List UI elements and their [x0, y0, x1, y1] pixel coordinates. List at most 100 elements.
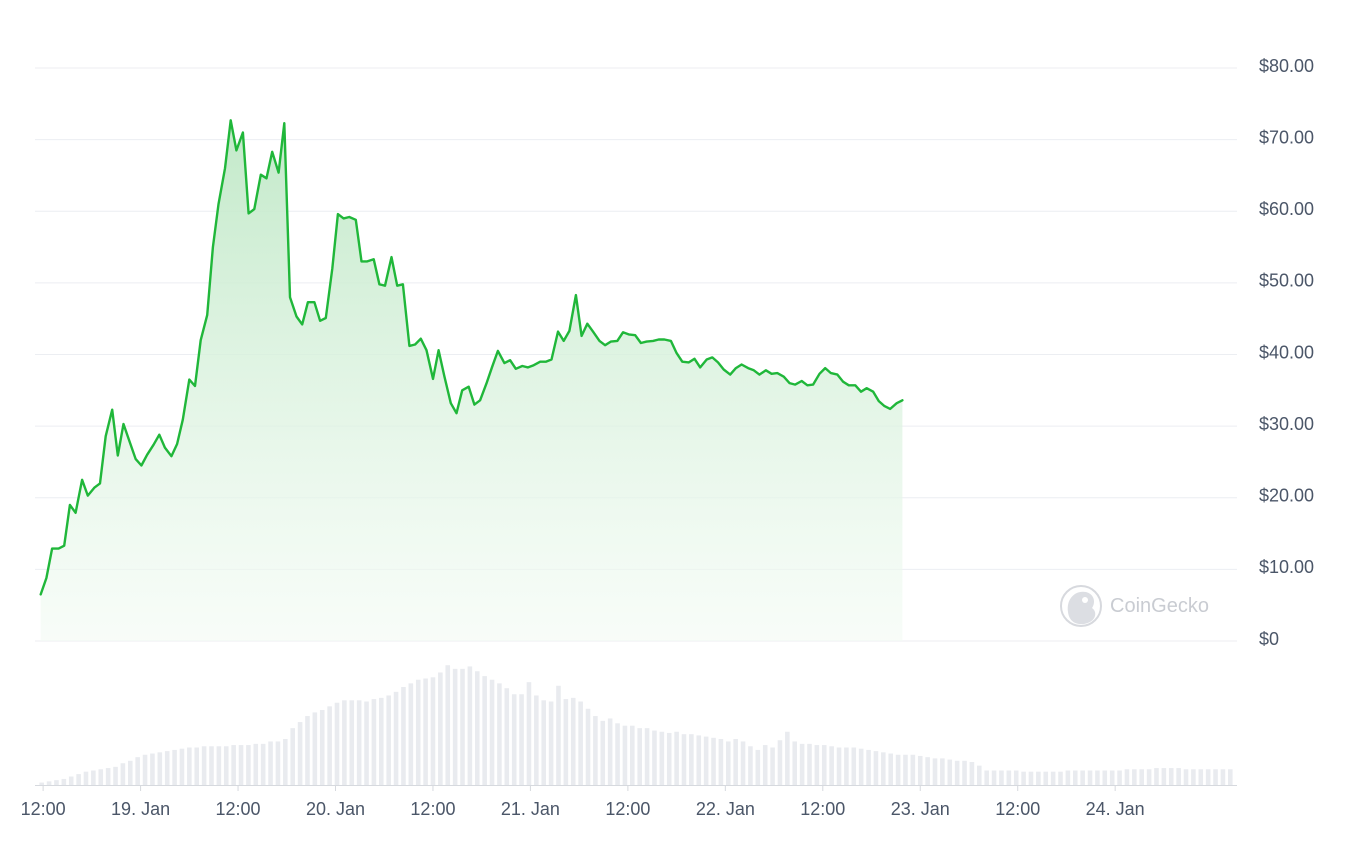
volume-bar: [925, 757, 930, 785]
volume-bar: [1161, 768, 1167, 785]
volume-bar: [718, 739, 724, 785]
volume-bar: [1132, 769, 1137, 785]
volume-bar: [940, 758, 945, 785]
volume-bar: [659, 731, 665, 785]
x-tick-label: 12:00: [21, 799, 66, 819]
volume-bar: [1191, 769, 1196, 785]
volume-bar: [740, 741, 746, 785]
volume-bar: [76, 774, 81, 785]
volume-bar: [829, 746, 834, 785]
volume-bar: [1058, 771, 1063, 785]
volume-bar: [497, 683, 502, 785]
volume-bar: [334, 702, 340, 785]
volume-bar: [1102, 770, 1108, 785]
price-line-group: [39, 119, 904, 596]
volume-bar: [866, 749, 871, 785]
volume-bar: [770, 747, 775, 785]
volume-bar: [548, 701, 554, 785]
volume-bar: [1205, 769, 1211, 785]
volume-bar: [460, 668, 465, 785]
volume-bar: [371, 699, 377, 785]
volume-bar: [1028, 771, 1034, 785]
volume-bar: [888, 753, 893, 785]
volume-bar: [98, 769, 104, 785]
volume-bar: [578, 701, 583, 785]
volume-bar: [467, 666, 473, 785]
volume-bar: [275, 741, 281, 785]
volume-bar: [283, 739, 288, 785]
volume-bar: [807, 743, 812, 785]
y-tick-label: $80.00: [1259, 56, 1314, 76]
x-tick-label: 22. Jan: [696, 799, 755, 819]
volume-bar: [364, 701, 369, 785]
volume-bar: [570, 697, 576, 785]
volume-bar: [1095, 770, 1100, 785]
volume-bar: [947, 759, 953, 785]
volume-bar: [290, 728, 295, 785]
volume-bar: [54, 780, 59, 785]
volume-bar: [644, 728, 650, 785]
volume-bar: [445, 665, 451, 785]
y-tick-label: $70.00: [1259, 127, 1314, 147]
volume-bar: [1220, 769, 1226, 785]
volume-bar: [600, 720, 606, 785]
volume-bar: [349, 700, 355, 785]
volume-bar: [821, 745, 827, 785]
volume-bar: [1080, 770, 1085, 785]
volume-bar: [534, 695, 539, 785]
volume-bar: [187, 747, 192, 785]
volume-bar: [526, 682, 532, 785]
volume-bar: [393, 691, 399, 785]
volume-bar: [1117, 770, 1122, 785]
volume-bar: [1036, 771, 1041, 785]
volume-bar: [1072, 770, 1078, 785]
volume-bar: [762, 745, 768, 785]
volume-bar: [858, 748, 864, 785]
volume-bar: [194, 747, 200, 785]
volume-bar: [1168, 768, 1174, 785]
volume-bar: [873, 751, 879, 785]
volume-bar: [1043, 771, 1049, 785]
volume-bar: [268, 741, 273, 785]
volume-bar: [1124, 769, 1130, 785]
volume-bar: [201, 746, 207, 785]
volume-bar: [726, 741, 731, 785]
volume-bar: [179, 748, 185, 785]
volume-bar: [799, 743, 805, 785]
volume-bar: [556, 685, 561, 785]
volume-bar: [932, 758, 938, 785]
watermark-text: CoinGecko: [1110, 595, 1209, 617]
volume-bar: [881, 752, 886, 785]
y-tick-label: $0: [1259, 629, 1279, 649]
volume-bar: [703, 736, 709, 785]
volume-bar: [128, 760, 133, 785]
volume-bar: [895, 754, 901, 785]
volume-bar: [1154, 768, 1159, 785]
volume-bar: [1183, 769, 1189, 785]
volume-bar: [1146, 769, 1152, 785]
volume-bar: [999, 770, 1004, 785]
price-area: [40, 120, 903, 642]
volume-bar: [674, 731, 679, 785]
volume-bar: [511, 694, 517, 785]
volume-bar: [1228, 769, 1233, 785]
volume-bar: [563, 699, 569, 785]
watermark: CoinGecko: [1060, 585, 1209, 627]
volume-bar: [423, 678, 428, 785]
y-tick-label: $50.00: [1259, 271, 1314, 291]
volume-bar: [1065, 770, 1071, 785]
volume-bar: [844, 747, 849, 785]
volume-bar: [903, 754, 908, 785]
volume-bar: [585, 708, 591, 785]
volume-bar: [984, 770, 989, 785]
volume-bar: [519, 694, 524, 785]
volume-bar: [1198, 769, 1204, 785]
volume-bar: [607, 718, 613, 785]
volume-bar: [637, 728, 642, 785]
volume-bar: [777, 740, 783, 785]
x-axis-ticks: 12:00 19. Jan 12:00 20. Jan 12:00 21. Jan 12:0…: [21, 785, 1145, 819]
volume-bar: [438, 672, 443, 785]
volume-bar: [83, 771, 89, 785]
volume-bar: [1139, 769, 1145, 785]
volume-bar: [630, 725, 635, 785]
